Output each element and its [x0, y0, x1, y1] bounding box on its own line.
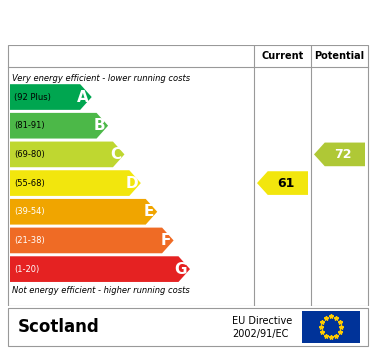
- Text: D: D: [125, 176, 138, 191]
- Text: G: G: [174, 262, 187, 277]
- Text: (69-80): (69-80): [14, 150, 45, 159]
- Text: Potential: Potential: [314, 50, 365, 61]
- Polygon shape: [10, 228, 174, 253]
- Text: (39-54): (39-54): [14, 207, 45, 216]
- Polygon shape: [257, 171, 308, 195]
- Text: (21-38): (21-38): [14, 236, 45, 245]
- Text: Not energy efficient - higher running costs: Not energy efficient - higher running co…: [12, 286, 190, 295]
- Text: Energy Efficiency Rating: Energy Efficiency Rating: [15, 13, 262, 31]
- Polygon shape: [10, 142, 124, 167]
- Text: 61: 61: [277, 176, 294, 190]
- Polygon shape: [10, 199, 157, 224]
- Text: E: E: [144, 204, 154, 219]
- Polygon shape: [314, 143, 365, 166]
- Text: Current: Current: [261, 50, 304, 61]
- Polygon shape: [10, 170, 141, 196]
- Polygon shape: [10, 256, 190, 282]
- Text: Very energy efficient - lower running costs: Very energy efficient - lower running co…: [12, 74, 190, 83]
- Text: 72: 72: [334, 148, 352, 161]
- Text: (55-68): (55-68): [14, 179, 45, 188]
- Text: EU Directive: EU Directive: [232, 316, 292, 326]
- Text: C: C: [110, 147, 121, 162]
- Text: (1-20): (1-20): [14, 264, 39, 274]
- Text: Scotland: Scotland: [18, 318, 100, 336]
- Text: (81-91): (81-91): [14, 121, 45, 130]
- Text: (92 Plus): (92 Plus): [14, 93, 51, 102]
- Text: 2002/91/EC: 2002/91/EC: [232, 329, 288, 339]
- Polygon shape: [10, 113, 108, 139]
- Text: F: F: [160, 233, 171, 248]
- Polygon shape: [10, 84, 92, 110]
- Text: B: B: [94, 118, 105, 133]
- Bar: [302, 311, 360, 343]
- Text: A: A: [77, 89, 89, 104]
